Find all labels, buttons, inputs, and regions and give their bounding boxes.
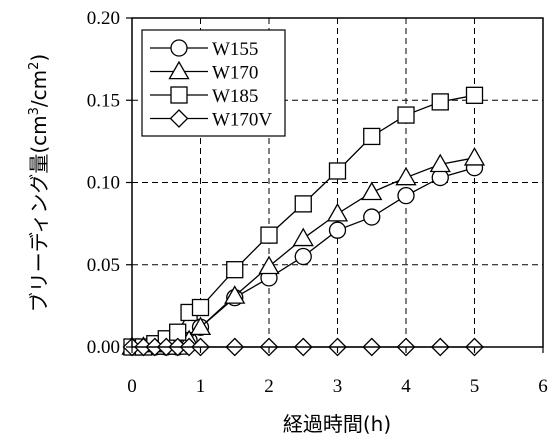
data-point <box>328 162 347 180</box>
legend-marker <box>169 109 189 128</box>
data-point <box>260 226 278 244</box>
legend-label: W170V <box>212 110 272 131</box>
data-point <box>363 208 381 226</box>
legend-entry: W185 <box>150 86 258 107</box>
legend-label: W155 <box>212 39 258 60</box>
data-point <box>397 106 415 124</box>
legend-marker <box>170 39 188 57</box>
x-tick-label: 6 <box>538 376 548 397</box>
y-axis-title-sup1: 3 <box>27 107 42 115</box>
series-w170v <box>122 337 484 357</box>
data-point <box>292 227 314 247</box>
data-point <box>431 93 449 111</box>
data-point <box>463 147 486 166</box>
y-tick-label: 0.15 <box>87 90 120 111</box>
x-tick-label: 3 <box>333 376 343 397</box>
data-point <box>294 195 312 213</box>
x-tick-label: 1 <box>196 376 206 397</box>
y-axis-title: ブリーディング量(cm3/cm2) <box>27 54 51 312</box>
data-point <box>397 187 415 205</box>
y-axis-title-mid: /cm <box>27 70 51 107</box>
data-point <box>395 166 417 186</box>
y-tick-label: 0.00 <box>87 337 120 358</box>
data-point <box>429 153 451 173</box>
data-point <box>226 261 244 279</box>
data-point <box>294 247 312 266</box>
data-point <box>361 181 383 201</box>
data-point <box>189 316 212 336</box>
y-axis-title-end: ) <box>27 54 51 62</box>
series-layer <box>121 86 486 357</box>
data-point <box>465 86 484 104</box>
data-point <box>363 127 381 146</box>
x-axis-title: 経過時間(h) <box>283 412 391 436</box>
legend-entry: W170 <box>150 60 258 84</box>
legend-marker <box>168 60 190 80</box>
y-axis-title-sup2: 2 <box>27 62 42 70</box>
x-axis-ticks: 0 1 2 3 4 5 6 <box>127 347 548 397</box>
x-tick-label: 4 <box>401 376 411 397</box>
data-point <box>191 298 210 317</box>
y-axis-title-main: ブリーディング量(cm <box>27 115 51 312</box>
y-tick-label: 0.20 <box>87 8 120 29</box>
x-tick-label: 2 <box>264 376 274 397</box>
data-point <box>258 255 280 275</box>
legend-label: W185 <box>212 86 258 107</box>
data-point <box>328 221 347 239</box>
legend-marker <box>170 86 188 104</box>
y-tick-label: 0.10 <box>87 173 120 194</box>
x-tick-label: 0 <box>127 376 137 397</box>
data-point <box>224 285 246 304</box>
y-axis-ticks: 0.00 0.05 0.10 0.15 0.20 <box>87 8 132 358</box>
legend-entry: W170V <box>150 109 272 131</box>
legend-entry: W155 <box>150 39 258 60</box>
data-point <box>326 202 349 222</box>
y-tick-label: 0.05 <box>87 255 120 276</box>
x-tick-label: 5 <box>470 376 480 397</box>
legend-label: W170 <box>212 63 258 84</box>
